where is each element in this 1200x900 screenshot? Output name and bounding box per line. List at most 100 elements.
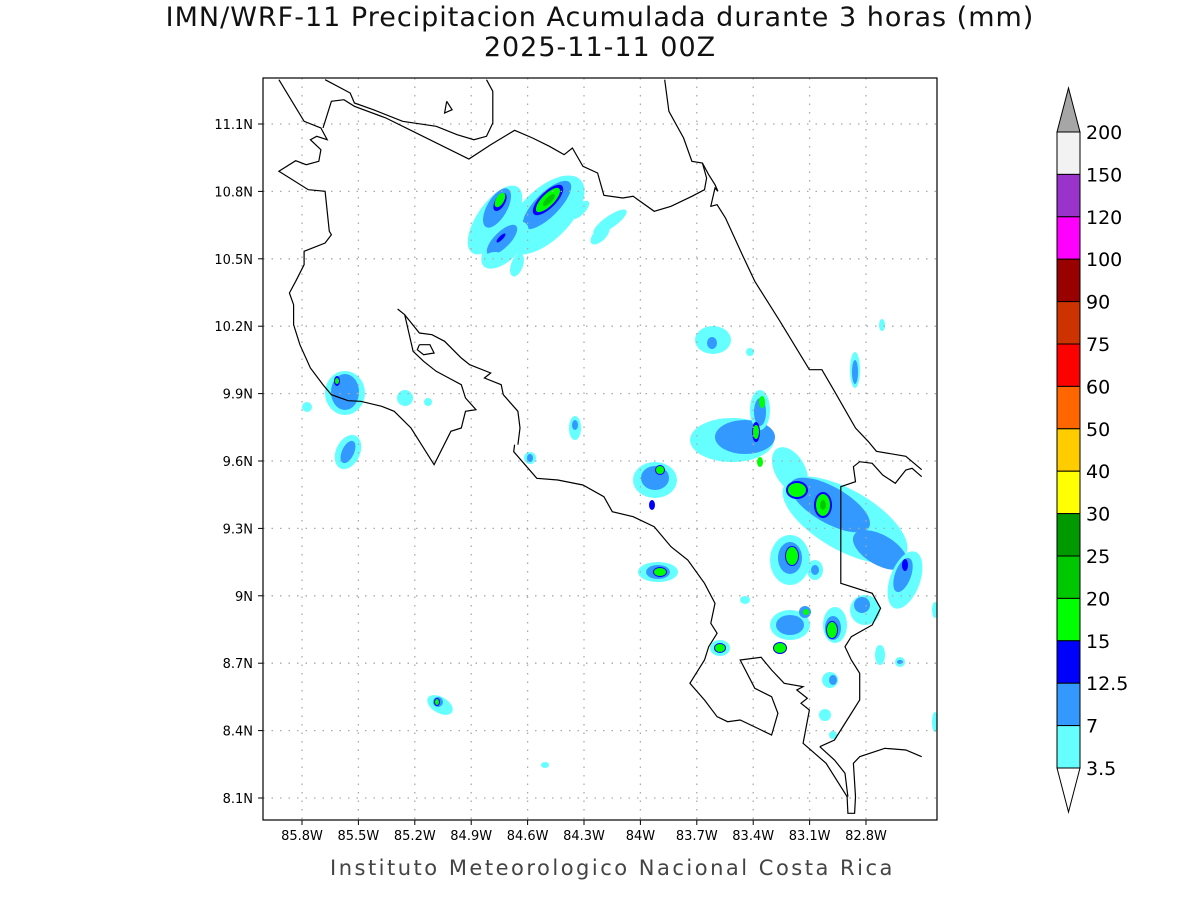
colorbar-box — [1056, 597, 1081, 642]
precip-contour — [424, 398, 432, 406]
lon-tick-label: 85.2W — [394, 829, 436, 844]
colorbar-box — [1056, 173, 1081, 218]
precip-contour — [494, 192, 506, 208]
colorbar-over-triangle — [1056, 86, 1081, 133]
axis-labels: 11.1N 10.8N 10.5N 10.2N 9.9N 9.6N 9.3N 9N 8.7N 8.… — [214, 118, 887, 844]
precip-contour — [811, 565, 819, 575]
colorbar-label: 12.5 — [1086, 673, 1128, 695]
precip-contour — [819, 709, 831, 721]
precip-contour — [590, 225, 610, 245]
colorbar-under-triangle — [1056, 767, 1081, 814]
coastline — [819, 746, 849, 797]
colorbar-box — [1056, 470, 1081, 515]
lat-tick-label: 9.6N — [223, 455, 253, 470]
precip-contour — [486, 224, 518, 256]
precip-contour — [340, 440, 356, 464]
precip-contour — [852, 530, 908, 570]
lat-tick-label: 8.1N — [223, 792, 253, 807]
colorbar-label: 100 — [1086, 249, 1122, 271]
precip-contour — [541, 762, 549, 768]
colorbar-label: 3.5 — [1086, 758, 1116, 780]
precip-contour — [570, 200, 590, 220]
precip-contour — [397, 390, 413, 406]
lat-tick-label: 8.7N — [223, 657, 253, 672]
lon-tick-label: 84.9W — [450, 829, 492, 844]
lon-tick-label: 84.6W — [507, 829, 549, 844]
coastline — [513, 444, 922, 814]
coastline — [819, 461, 923, 748]
footer-credit: Instituto Meteorologico Nacional Costa R… — [330, 856, 895, 880]
coastline — [664, 79, 923, 471]
precip-contour — [803, 609, 809, 615]
coastline — [443, 100, 453, 115]
precip-contour — [875, 645, 885, 665]
precip-contour — [715, 644, 725, 652]
precip-contour — [759, 396, 765, 408]
colorbar-box — [1056, 428, 1081, 472]
precip-contour — [820, 500, 826, 510]
precip-contour — [707, 337, 717, 349]
colorbar-box — [1056, 301, 1081, 345]
colorbar-box — [1056, 555, 1081, 599]
precip-contour — [897, 660, 903, 664]
coastline — [322, 99, 708, 212]
lon-tick-label: 84.3W — [563, 829, 605, 844]
colorbar-label: 75 — [1086, 334, 1110, 356]
precip-contour — [829, 675, 837, 685]
colorbar-label: 25 — [1086, 546, 1110, 568]
precip-contour — [827, 622, 837, 638]
precip-contour — [788, 483, 806, 497]
colorbar-label: 90 — [1086, 292, 1110, 314]
map-datetime: 2025-11-11 00Z — [483, 32, 717, 63]
lon-tick-label: 85.5W — [337, 829, 379, 844]
precip-contour — [829, 731, 837, 739]
precip-contour — [656, 466, 664, 474]
precip-contour — [879, 319, 885, 331]
lat-tick-label: 8.4N — [223, 725, 253, 740]
lon-tick-label: 83.1W — [789, 829, 831, 844]
precip-contour — [435, 699, 439, 705]
colorbar-box — [1056, 258, 1081, 303]
precip-contour — [572, 420, 578, 430]
precipitation-contours — [302, 175, 937, 768]
precip-contour — [786, 547, 798, 565]
precip-contour — [852, 360, 858, 384]
lon-tick-label: 85.8W — [281, 829, 323, 844]
colorbar-label: 15 — [1086, 631, 1110, 653]
precip-contour — [542, 193, 556, 207]
precip-contour — [902, 559, 908, 571]
colorbar-box — [1056, 682, 1081, 727]
coastline — [404, 314, 521, 445]
precip-contour — [335, 378, 339, 384]
colorbar-label: 40 — [1086, 461, 1110, 483]
lon-tick-label: 82.8W — [845, 829, 887, 844]
colorbar-box — [1056, 725, 1081, 769]
colorbar-box — [1056, 640, 1081, 684]
coastline — [416, 344, 436, 356]
colorbar-box — [1056, 343, 1081, 387]
precip-contour — [527, 454, 533, 462]
precip-contour — [854, 597, 870, 613]
colorbar-label: 20 — [1086, 588, 1110, 610]
precip-contour — [740, 596, 750, 604]
precip-contour — [649, 500, 655, 510]
precip-contour — [776, 615, 804, 635]
colorbar-label: 150 — [1086, 164, 1122, 186]
precip-contour — [757, 457, 763, 467]
colorbar: 200 150 120 100 90 75 60 50 40 30 25 20 15 12.5 7 3.5 — [1056, 86, 1128, 814]
precip-contour — [510, 253, 524, 277]
colorbar-box — [1056, 131, 1081, 175]
colorbar-box — [1056, 385, 1081, 430]
precip-contour — [654, 568, 666, 576]
lon-tick-label: 83.7W — [676, 829, 718, 844]
colorbar-label: 30 — [1086, 504, 1110, 526]
colorbar-label: 120 — [1086, 207, 1122, 229]
lon-tick-label: 84W — [626, 829, 656, 844]
colorbar-box — [1056, 216, 1081, 260]
precip-contour — [302, 402, 312, 412]
lon-tick-label: 83.4W — [732, 829, 774, 844]
lat-tick-label: 11.1N — [214, 118, 253, 133]
precip-contour — [496, 233, 506, 243]
lat-tick-label: 10.8N — [214, 185, 253, 200]
precip-contour — [774, 643, 786, 653]
